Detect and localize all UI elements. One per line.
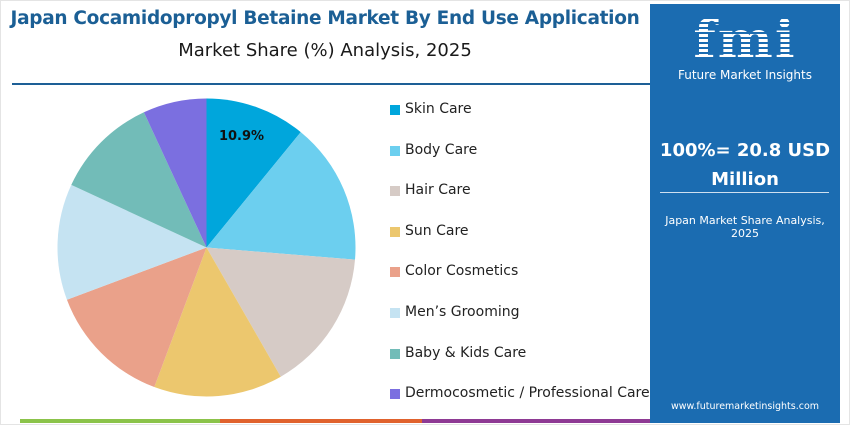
pie-slice-men-s-grooming [57,184,207,300]
chart-subtitle: Market Share (%) Analysis, 2025 [178,40,472,61]
info-panel: fmi Future Market Insights 100%= 20.8 US… [650,4,840,423]
legend-swatch [390,389,400,400]
legend: Skin Care Body Care Hair Care Sun Care Color… [390,101,650,426]
legend-swatch [390,145,400,156]
logo-mark: fmi [650,14,840,68]
legend-label: Baby & Kids Care [405,344,527,361]
legend-item: Color Cosmetics [390,263,650,304]
legend-item: Baby & Kids Care [390,345,650,386]
legend-label: Men’s Grooming [405,303,520,320]
pie-slice-body-care [206,132,356,260]
pie-slice-skin-care [206,98,301,248]
footer-stripe-orange [220,419,422,423]
title-divider [12,83,652,85]
legend-label: Hair Care [405,182,471,199]
panel-divider [660,192,829,193]
website-link[interactable]: www.futuremarketinsights.com [670,401,820,412]
pie-slice-color-cosmetics [66,247,207,388]
legend-label: Dermocosmetic / Professional Care [405,385,650,402]
legend-label: Color Cosmetics [405,263,519,280]
pie-slice-hair-care [206,247,356,377]
legend-item: Body Care [390,142,650,183]
legend-item: Skin Care [390,101,650,142]
footer-stripe-purple [422,419,650,423]
legend-swatch [390,348,400,359]
legend-item: Hair Care [390,182,650,223]
pie-slice-baby-kids-care [71,112,207,248]
panel-caption: Japan Market Share Analysis, 2025 [665,214,825,240]
legend-swatch [390,105,400,115]
pie-slice-dermocosmetic-professional-care [143,98,207,248]
legend-swatch [390,226,400,237]
pie-chart: 10.9% [57,98,356,397]
legend-label: Skin Care [405,101,472,117]
legend-item: Sun Care [390,223,650,264]
legend-swatch [390,267,400,278]
legend-swatch [390,307,400,318]
legend-item: Men’s Grooming [390,304,650,345]
pie-slice-sun-care [154,247,281,397]
logo-subtitle: Future Market Insights [677,68,812,82]
legend-label: Sun Care [405,222,469,239]
legend-item: Dermocosmetic / Professional Care [390,385,650,426]
footer-stripe-green [20,419,220,423]
fmi-logo: fmi Future Market Insights [650,14,840,83]
legend-label: Body Care [405,141,478,158]
legend-swatch [390,186,400,197]
data-label: 10.9% [219,129,264,144]
market-total: 100%= 20.8 USD Million [659,140,831,190]
chart-title: Japan Cocamidopropyl Betaine Market By E… [10,8,640,29]
